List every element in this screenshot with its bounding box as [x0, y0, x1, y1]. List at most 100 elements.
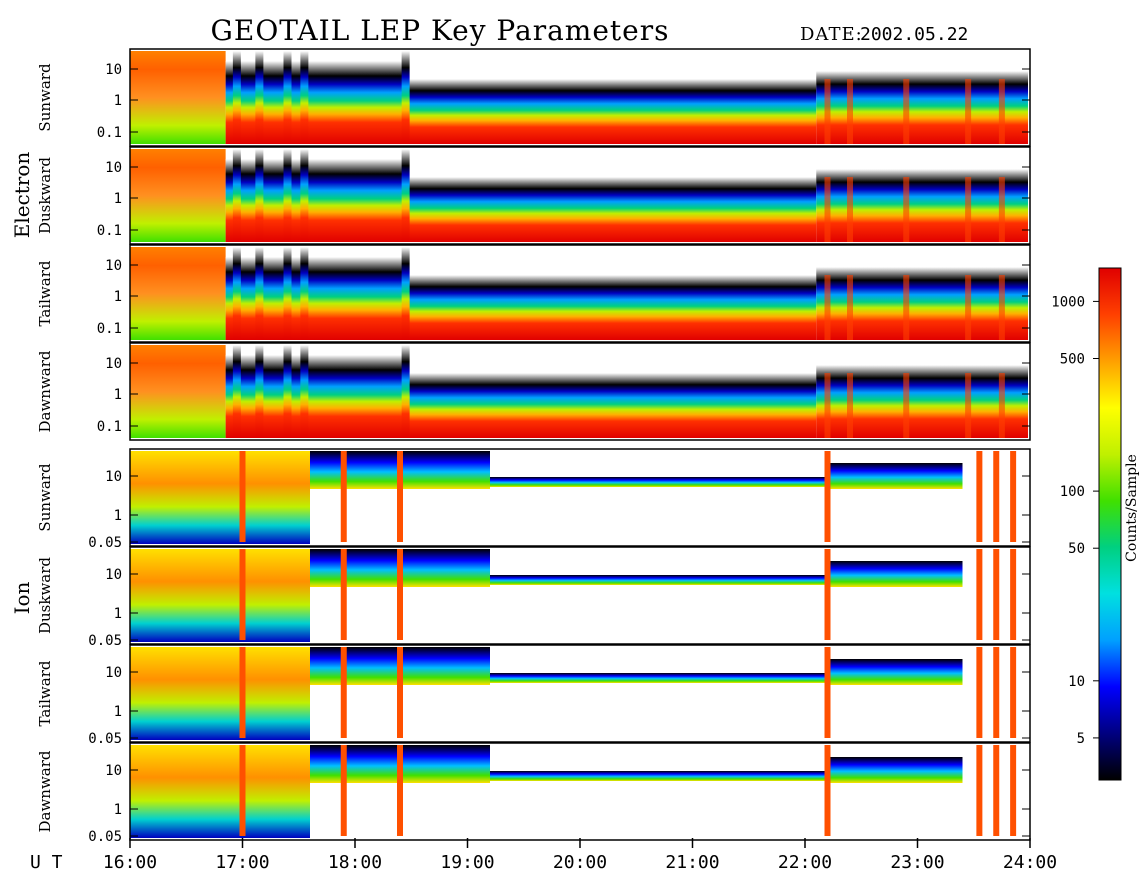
spectrum-spike — [283, 247, 292, 340]
spectrum-spike — [300, 247, 309, 340]
spectrum-region — [225, 61, 406, 144]
panel-frame — [129, 48, 1031, 147]
spectrum-spike — [998, 275, 1005, 340]
panel-frame — [129, 644, 1031, 743]
spectrum-spike — [340, 647, 347, 738]
spectrum-spike — [965, 373, 972, 438]
colorbar: 1000 500 100 50 10 5 Counts/Sample — [1051, 267, 1140, 781]
y-tick-label: 1 — [114, 802, 122, 818]
spectrum-region — [130, 549, 310, 642]
panel-label: Dawnward — [36, 750, 54, 832]
spectrum-spike — [401, 345, 410, 438]
spectrum-spike — [965, 177, 972, 242]
spectrum-region — [827, 561, 963, 587]
x-axis: U T 16:00 17:00 18:00 19:00 20:00 21:00 22:00 23… — [30, 838, 1057, 873]
spectrum-spike — [401, 149, 410, 242]
x-tick-label: 24:00 — [1003, 852, 1057, 873]
panel-label: Sunward — [36, 463, 54, 532]
spectrum-spike — [993, 745, 1000, 836]
panel-frame — [129, 546, 1031, 645]
spectrum-spike — [397, 647, 403, 738]
x-tick-label: 17:00 — [215, 852, 269, 873]
panel-label: Sunward — [36, 63, 54, 132]
spectrum-spike — [976, 451, 983, 542]
spectrum-spike — [903, 79, 910, 144]
colorbar-label: Counts/Sample — [1124, 454, 1140, 562]
spectrum-spike — [340, 451, 347, 542]
spectrum-spike — [255, 149, 264, 242]
spectrum-spike — [401, 247, 410, 340]
y-tick-label: 0.05 — [88, 829, 122, 845]
spectrum-spike — [1010, 549, 1017, 640]
y-tick-label: 1 — [114, 289, 122, 305]
spectrum-spike — [232, 345, 241, 438]
spectrum-region — [225, 159, 406, 242]
spectrum-spike — [1010, 451, 1017, 542]
spectrum-region — [405, 275, 817, 340]
y-tick-label: 10 — [105, 763, 122, 779]
spectrum-region — [130, 451, 310, 544]
spectrum-spike — [239, 451, 246, 542]
colorbar-tick-label: 100 — [1060, 484, 1085, 500]
spectrum-spike — [824, 549, 831, 640]
y-tick-label: 0.1 — [97, 223, 122, 239]
y-tick-label: 0.1 — [97, 321, 122, 337]
panel-electron-dawnward: 10 1 0.1 Dawnward — [36, 342, 1031, 441]
date-value: 2002.05.22 — [860, 24, 968, 45]
spectrum-spike — [903, 177, 910, 242]
spectrum-region — [827, 757, 963, 783]
spectrum-spike — [397, 451, 403, 542]
x-tick-label: 19:00 — [440, 852, 494, 873]
spectrum-region — [225, 355, 406, 438]
spectrum-spike — [847, 177, 853, 242]
panel-label: Dawnward — [36, 350, 54, 432]
y-tick-label: 1 — [114, 704, 122, 720]
spectrum-spike — [824, 373, 831, 438]
y-tick-label: 0.1 — [97, 125, 122, 141]
x-tick-label: 16:00 — [103, 852, 157, 873]
spectrum-spike — [1010, 647, 1017, 738]
spectrum-region — [490, 673, 828, 683]
x-tick-label: 20:00 — [553, 852, 607, 873]
spectrum-spike — [283, 51, 292, 144]
colorbar-scale — [1098, 267, 1122, 781]
panel-ion-tailward: 10 1 0.05 Tailward — [36, 644, 1031, 747]
y-tick-label: 1 — [114, 508, 122, 524]
spectrum-spike — [903, 373, 910, 438]
spectrum-spike — [255, 247, 264, 340]
y-tick-label: 10 — [105, 160, 122, 176]
y-tick-label: 0.05 — [88, 731, 122, 747]
colorbar-tick-label: 500 — [1060, 352, 1085, 368]
spectrum-spike — [998, 177, 1005, 242]
y-tick-label: 10 — [105, 258, 122, 274]
spectrum-spike — [824, 451, 831, 542]
y-tick-label: 10 — [105, 567, 122, 583]
spectrum-spike — [239, 745, 246, 836]
group-label-electron: Electron — [10, 152, 34, 239]
chart-title: GEOTAIL LEP Key Parameters — [211, 14, 670, 47]
spectrum-spike — [993, 451, 1000, 542]
spectrum-spike — [401, 51, 410, 144]
spectrum-spike — [998, 79, 1005, 144]
y-tick-label: 10 — [105, 62, 122, 78]
spectrum-spike — [824, 79, 831, 144]
spectrum-spike — [255, 51, 264, 144]
y-tick-label: 0.05 — [88, 633, 122, 649]
spectrum-region — [130, 149, 226, 242]
panel-ion-sunward: 10 1 0.05 Sunward — [36, 448, 1031, 551]
x-tick-label: 22:00 — [778, 852, 832, 873]
spectrum-region — [490, 771, 828, 781]
spectrum-region — [130, 345, 226, 438]
spectrum-spike — [340, 549, 347, 640]
spectrum-spike — [255, 345, 264, 438]
spectrum-spike — [232, 149, 241, 242]
spectrum-spike — [232, 51, 241, 144]
y-tick-label: 10 — [105, 469, 122, 485]
spectrum-spike — [903, 275, 910, 340]
y-tick-label: 1 — [114, 387, 122, 403]
panels-group: 10 1 0.1 Sunward 10 1 0.1 Duskward 10 1 0.1 Tailwar… — [36, 48, 1031, 845]
spectrum-spike — [397, 745, 403, 836]
spectrum-region — [405, 79, 817, 144]
colorbar-tick-label: 5 — [1077, 731, 1085, 747]
spectrum-region — [130, 247, 226, 340]
